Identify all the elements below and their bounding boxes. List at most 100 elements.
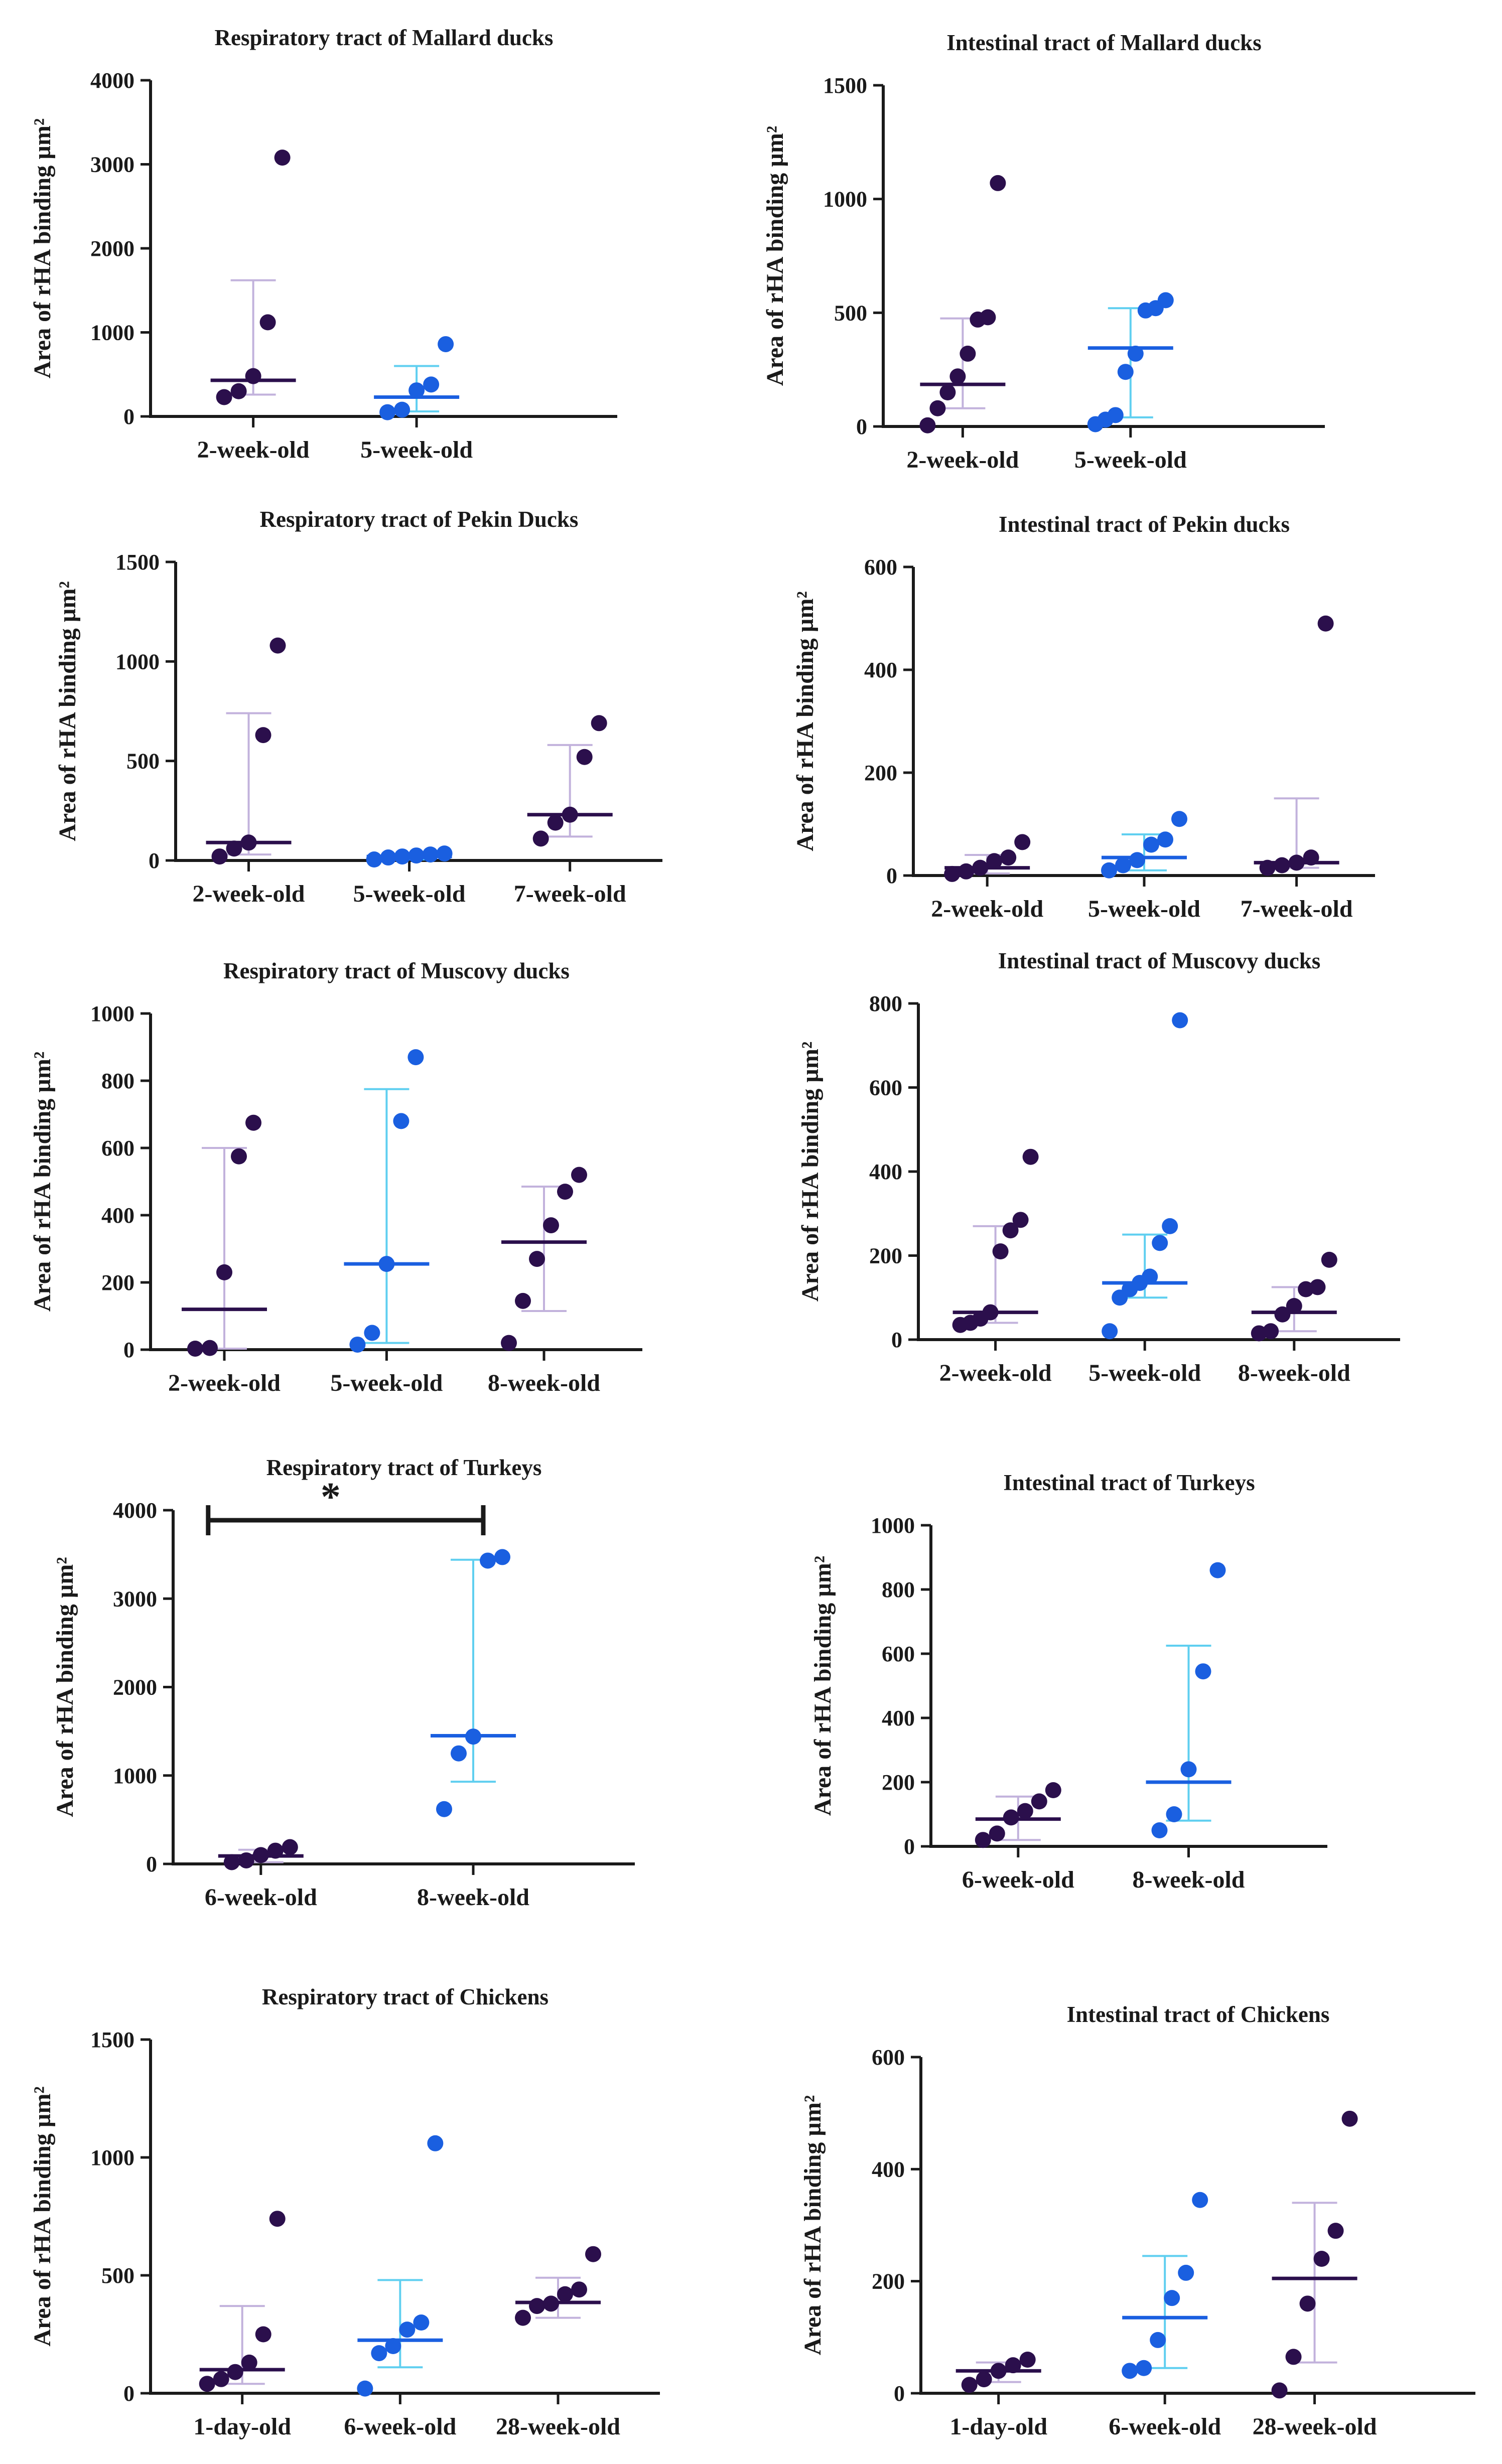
data-point — [1166, 1806, 1182, 1822]
data-point — [529, 2298, 545, 2314]
chart-panel: Intestinal tract of Chickens Area of rHA … — [799, 2002, 1475, 2440]
x-tick-label: 6-week-old — [344, 2413, 456, 2440]
data-point — [939, 384, 956, 400]
x-tick-label: 2-week-old — [906, 447, 1019, 473]
data-point — [1045, 1782, 1061, 1798]
data-point — [231, 1148, 247, 1165]
data-point — [438, 336, 454, 352]
data-point — [213, 2371, 229, 2387]
data-point — [480, 1552, 496, 1569]
data-point — [960, 345, 976, 362]
y-tick-label: 2000 — [113, 1675, 157, 1700]
data-point — [1127, 345, 1144, 362]
y-tick-label: 2000 — [90, 236, 134, 261]
chart-title: Respiratory tract of Turkeys — [266, 1455, 542, 1480]
data-point — [241, 2354, 257, 2371]
data-point — [1000, 849, 1017, 866]
data-point — [408, 847, 425, 864]
data-point — [385, 2338, 401, 2354]
data-point — [1117, 364, 1134, 380]
data-point — [436, 845, 453, 862]
x-tick-label: 1-day-old — [193, 2413, 291, 2440]
data-point — [223, 1854, 240, 1870]
y-tick-label: 3000 — [113, 1586, 157, 1611]
x-tick-label: 5-week-old — [1088, 1360, 1201, 1386]
chart-title: Intestinal tract of Pekin ducks — [999, 512, 1290, 537]
y-axis-label: Area of rHA binding µm² — [762, 126, 788, 386]
data-point — [1002, 1222, 1019, 1239]
data-point — [371, 2345, 387, 2362]
data-point — [259, 314, 276, 331]
data-point — [1157, 292, 1174, 309]
x-tick-label: 7-week-old — [514, 881, 626, 907]
data-point — [1122, 2363, 1138, 2379]
chart-panel: Intestinal tract of Turkeys Area of rHA b… — [809, 1470, 1327, 1893]
y-axis-label: Area of rHA binding µm² — [52, 1557, 78, 1817]
data-point — [1115, 857, 1131, 874]
data-point — [380, 849, 396, 866]
data-point — [1162, 1218, 1178, 1234]
data-point — [1178, 2264, 1194, 2281]
data-point — [990, 175, 1006, 191]
data-point — [227, 2364, 243, 2380]
data-point — [557, 2286, 573, 2302]
data-point — [515, 2309, 531, 2326]
data-point — [585, 2246, 601, 2262]
y-tick-label: 1000 — [90, 1001, 134, 1026]
data-point — [1157, 831, 1173, 848]
x-tick-label: 8-week-old — [488, 1370, 600, 1396]
data-point — [1274, 857, 1290, 874]
y-tick-label: 200 — [872, 2269, 905, 2294]
data-point — [269, 2211, 286, 2227]
data-point — [267, 1842, 284, 1859]
data-point — [1101, 862, 1117, 879]
y-tick-label: 1000 — [115, 649, 160, 674]
data-point — [529, 1251, 545, 1267]
chart-panel: Respiratory tract of Turkeys Area of rHA … — [52, 1455, 635, 1911]
data-point — [515, 1292, 531, 1309]
y-tick-label: 600 — [882, 1642, 915, 1666]
data-point — [1195, 1663, 1211, 1680]
data-point — [187, 1340, 203, 1357]
data-point — [199, 2376, 215, 2392]
y-tick-label: 3000 — [90, 153, 134, 177]
data-point — [1180, 1761, 1197, 1778]
x-tick-label: 2-week-old — [931, 896, 1043, 922]
y-tick-label: 0 — [123, 404, 134, 429]
y-axis-label: Area of rHA binding µm² — [799, 2095, 826, 2356]
chart-title: Intestinal tract of Turkeys — [1003, 1470, 1255, 1495]
y-tick-label: 1000 — [113, 1764, 157, 1788]
y-tick-label: 4000 — [90, 68, 134, 93]
data-point — [465, 1728, 481, 1745]
x-tick-label: 5-week-old — [1088, 896, 1200, 922]
data-point — [961, 2377, 978, 2393]
y-tick-label: 1000 — [90, 321, 134, 345]
data-point — [1209, 1562, 1226, 1578]
x-tick-label: 8-week-old — [417, 1884, 529, 1911]
data-point — [501, 1335, 517, 1351]
data-point — [1321, 1251, 1337, 1268]
data-point — [269, 637, 286, 654]
y-tick-label: 600 — [101, 1136, 134, 1161]
data-point — [245, 1114, 261, 1131]
data-point — [252, 1847, 269, 1863]
chart-panel: Respiratory tract of Muscovy ducks Area o… — [29, 958, 642, 1396]
data-point — [422, 846, 439, 863]
data-point — [393, 1113, 409, 1129]
x-tick-label: 5-week-old — [1074, 447, 1187, 473]
x-tick-label: 2-week-old — [939, 1360, 1052, 1386]
data-point — [1136, 2360, 1152, 2376]
chart-panel: Intestinal tract of Pekin ducks Area of r… — [792, 512, 1375, 922]
y-tick-label: 1500 — [90, 2027, 134, 2052]
y-tick-label: 1000 — [90, 2145, 134, 2170]
data-point — [591, 715, 607, 732]
chart-title: Respiratory tract of Mallard ducks — [215, 25, 554, 50]
chart-panel: Respiratory tract of Chickens Area of rHA… — [29, 1984, 660, 2440]
data-point — [1014, 834, 1031, 850]
y-axis-label: Area of rHA binding µm² — [29, 118, 56, 379]
y-tick-label: 0 — [904, 1834, 915, 1859]
data-point — [357, 2380, 373, 2397]
y-tick-label: 200 — [869, 1244, 902, 1268]
y-tick-label: 1000 — [871, 1513, 915, 1538]
y-tick-label: 0 — [891, 1328, 902, 1352]
